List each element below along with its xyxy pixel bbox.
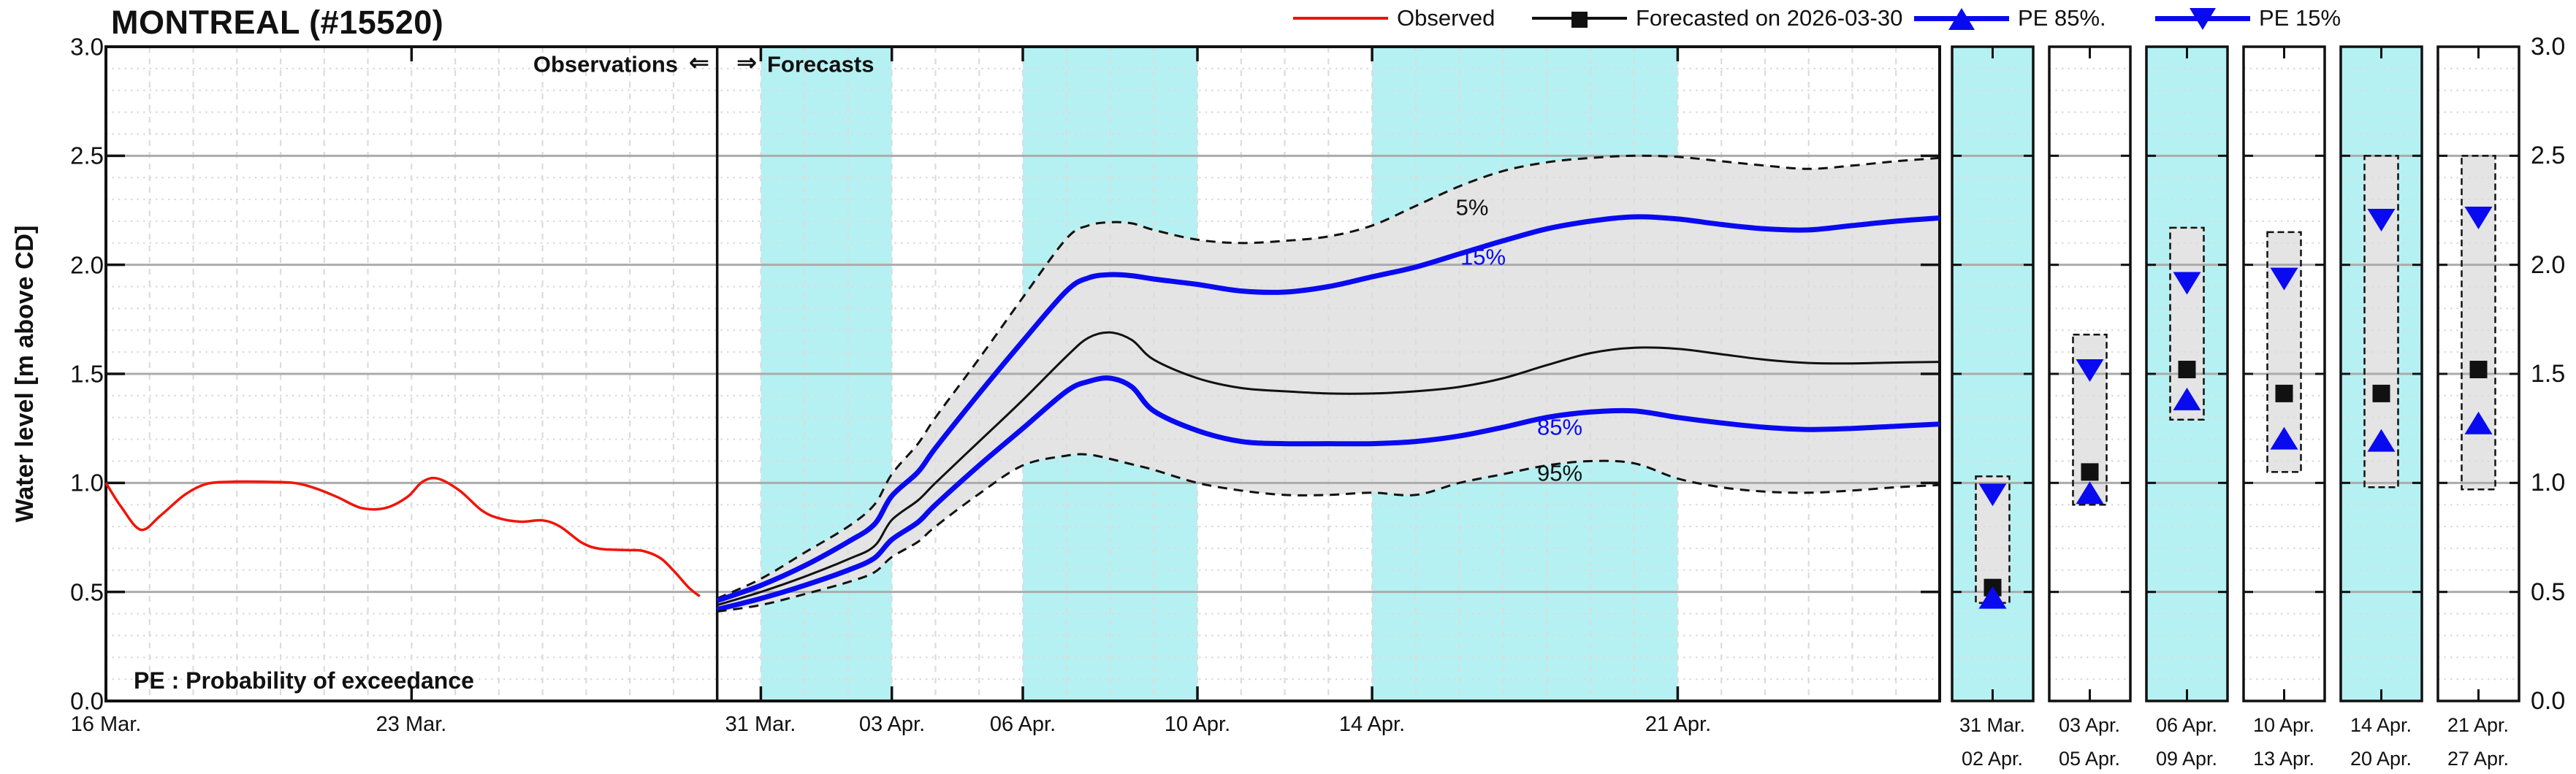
data-curves: [104, 154, 1940, 613]
y-tick-label-right: 0.0: [2531, 687, 2566, 715]
forecasts-zone-label: Forecasts: [767, 51, 874, 77]
pe85-triangle-up-marker: [2076, 481, 2104, 505]
panel-date-end: 05 Apr.: [2058, 748, 2121, 770]
pe85-triangle-up-marker: [2464, 411, 2493, 434]
pe-definition-note: PE : Probability of exceedance: [134, 667, 474, 694]
panel-date-start: 03 Apr.: [2058, 714, 2121, 736]
pe15-triangle-down-marker: [2173, 272, 2201, 295]
pe95-curve: [717, 453, 1940, 613]
plot-frame: [104, 45, 1941, 702]
y-tick-label-right: 1.0: [2531, 469, 2566, 497]
pe-panel-3: [2145, 45, 2229, 702]
y-tick-label: 0.5: [70, 578, 104, 606]
pe85-triangle-up-marker: [2270, 426, 2298, 450]
observed-line-sample: [1293, 17, 1388, 20]
legend-label: PE 85%.: [2018, 5, 2106, 31]
triangle-down-icon: [2190, 7, 2216, 30]
observed-curve: [104, 476, 701, 597]
triangle-up-icon: [1948, 7, 1975, 30]
arrow-right-icon: ⇒: [736, 49, 758, 77]
page-title: MONTREAL (#15520): [111, 4, 444, 41]
panel-date-start: 21 Apr.: [2447, 714, 2510, 736]
pe85-line-sample: [1914, 7, 2009, 30]
y-tick-label-right: 2.0: [2531, 251, 2566, 279]
panel-date-end: 20 Apr.: [2350, 748, 2412, 770]
y-tick-label: 2.0: [70, 251, 104, 279]
median-square-marker: [2178, 361, 2196, 379]
pe-panel-5: [2339, 45, 2423, 702]
pe5-curve: [717, 154, 1940, 599]
observations-zone-label: Observations: [533, 51, 678, 77]
legend-label: Forecasted on 2026-03-30: [1636, 5, 1903, 31]
pe85-curve: [716, 375, 1940, 612]
pe-panel-2: [2048, 45, 2132, 702]
forecast_median-curve: [717, 331, 1940, 607]
legend-item-observed: Observed: [1293, 3, 1495, 34]
median-square-marker: [2372, 384, 2390, 402]
legend-label: PE 15%: [2259, 5, 2341, 31]
pe15-curve: [716, 214, 1940, 603]
legend-item-pe85: PE 85%.: [1914, 3, 2106, 34]
legend-item-pe15: PE 15%: [2155, 3, 2341, 34]
y-axis-title: Water level [m above CD]: [11, 225, 39, 523]
x-tick-label: 06 Apr.: [989, 713, 1056, 736]
y-tick-label: 0.0: [70, 687, 104, 715]
x-tick-label: 23 Mar.: [376, 713, 447, 736]
triangle-down-line-sample: [2155, 7, 2250, 30]
legend-item-forecast: Forecasted on 2026-03-30: [1532, 3, 1902, 34]
x-tick-label: 14 Apr.: [1338, 713, 1406, 736]
pe15-triangle-down-marker: [2270, 267, 2298, 291]
median-square-marker: [2275, 384, 2293, 402]
median-square-marker: [2081, 463, 2099, 481]
y-tick-label-right: 0.5: [2531, 578, 2566, 606]
pe15-curve-label: 15%: [1460, 244, 1506, 270]
pe15-triangle-down-marker: [1978, 483, 2007, 507]
y-tick-label: 2.5: [70, 142, 104, 169]
y-tick-label-right: 1.5: [2531, 360, 2566, 388]
panel-date-end: 02 Apr.: [1961, 748, 2024, 770]
pe85-triangle-up-marker: [1978, 586, 2007, 609]
y-tick-label: 1.5: [70, 360, 104, 388]
y-tick-label-right: 2.5: [2531, 142, 2566, 169]
panel-date-start: 31 Mar.: [1959, 714, 2026, 736]
pe85-triangle-up-marker: [2367, 429, 2396, 452]
y-tick-label: 3.0: [70, 33, 104, 61]
panel-date-start: 10 Apr.: [2252, 714, 2315, 736]
pe-panel-6: [2436, 45, 2520, 702]
pe85-curve-label: 85%: [1536, 414, 1583, 440]
arrow-left-icon: ⇐: [688, 49, 710, 77]
panel-date-end: 09 Apr.: [2155, 748, 2218, 770]
pe5-curve-label: 5%: [1455, 194, 1489, 221]
panel-date-end: 27 Apr.: [2447, 748, 2510, 770]
y-tick-label: 1.0: [70, 469, 104, 497]
forecast-line-sample: [1532, 12, 1627, 28]
legend-label: Observed: [1397, 5, 1495, 31]
pe15-triangle-down-marker: [2367, 208, 2396, 231]
pe-panel-4: [2242, 45, 2326, 702]
square-marker-icon: [1571, 12, 1588, 28]
panel-date-start: 14 Apr.: [2350, 714, 2412, 736]
x-tick-label: 31 Mar.: [725, 713, 796, 736]
median-square-marker: [2469, 361, 2488, 379]
x-tick-label: 21 Apr.: [1645, 713, 1712, 736]
pe15-triangle-down-marker: [2464, 206, 2493, 229]
pe95-curve-label: 95%: [1536, 460, 1583, 486]
x-tick-label: 10 Apr.: [1164, 713, 1231, 736]
pe85-triangle-up-marker: [2173, 387, 2201, 410]
panel-date-start: 06 Apr.: [2155, 714, 2218, 736]
grid-lines: [106, 47, 1940, 701]
pe15-triangle-down-marker: [2076, 359, 2104, 383]
y-tick-label-right: 3.0: [2531, 33, 2566, 61]
x-tick-label: 03 Apr.: [858, 713, 926, 736]
panel-date-end: 13 Apr.: [2252, 748, 2315, 770]
pe-panel-1: [1951, 45, 2035, 702]
x-tick-label: 16 Mar.: [70, 713, 142, 736]
